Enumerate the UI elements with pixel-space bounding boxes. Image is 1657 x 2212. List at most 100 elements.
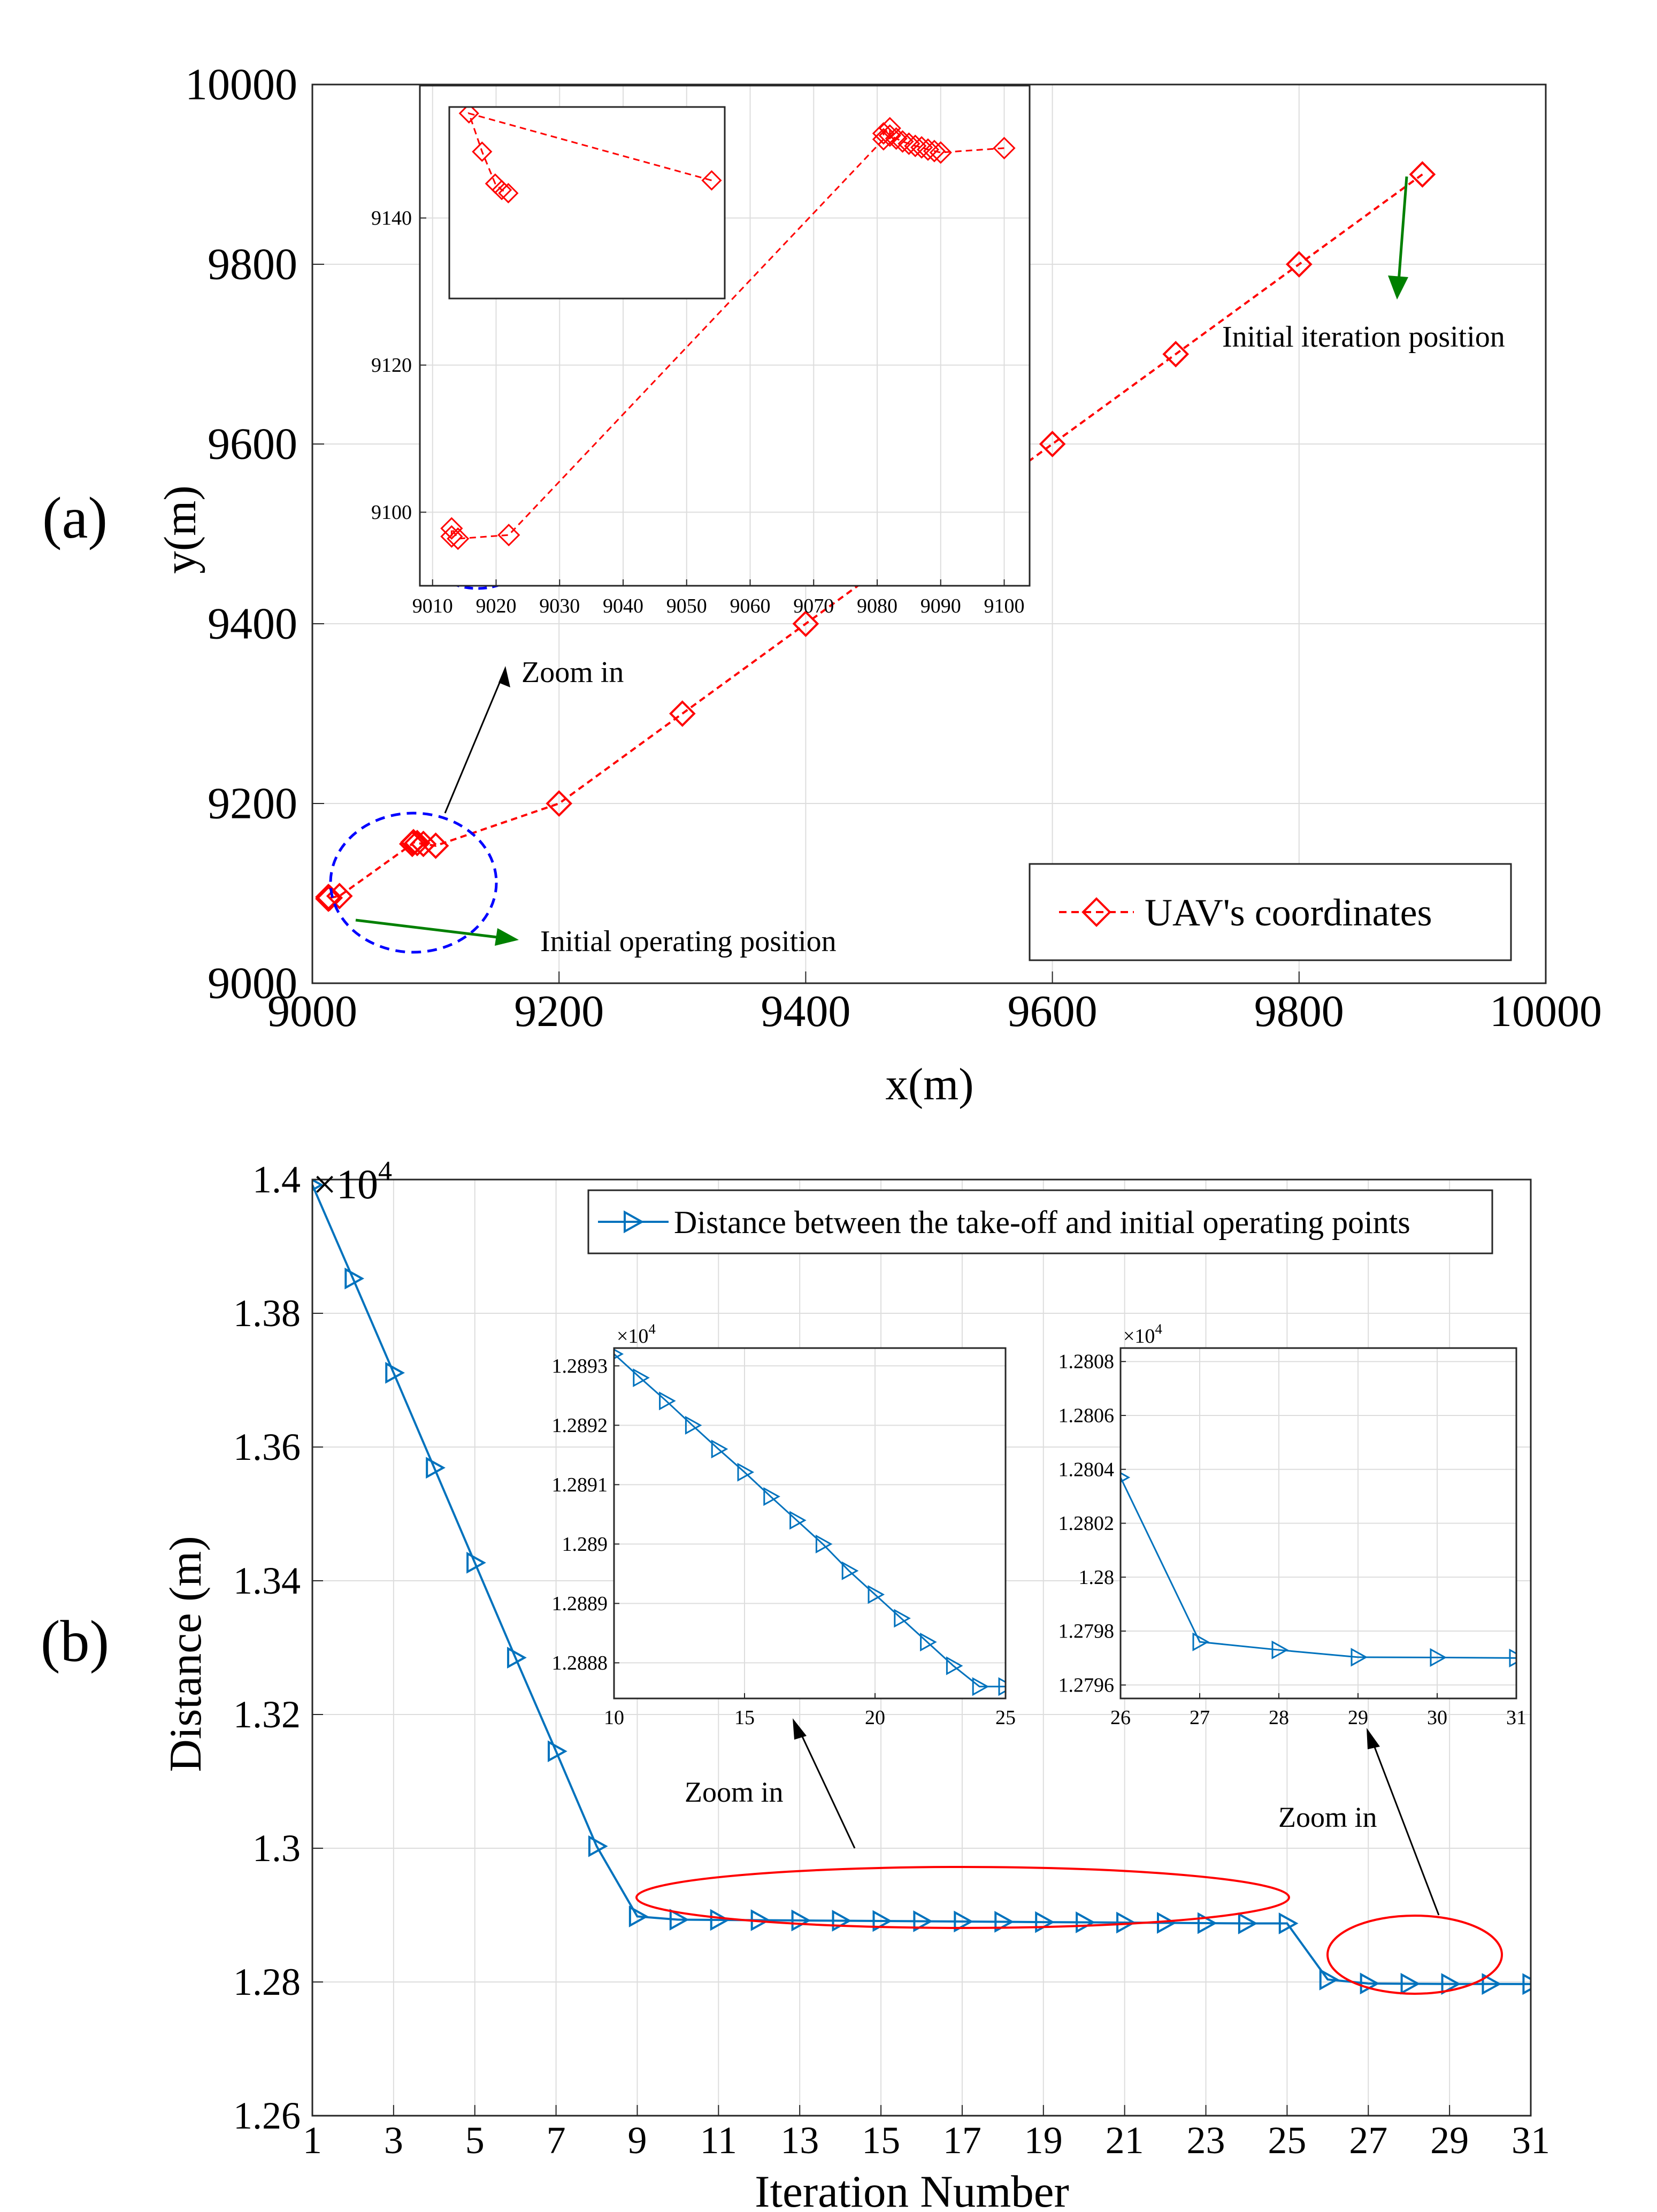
chart-b-main: 1 3 5 7 9 11 13 15 17 19 21 23 25 27 29 311.261.281.31.… (233, 1158, 1550, 2162)
b-main-xtick-label-0: 1 (303, 2119, 322, 2162)
chart-a-inset-small (448, 106, 726, 300)
b-inset-left-xtick-label-2: 20 (865, 1706, 885, 1729)
a-operating-arrowhead (495, 928, 519, 946)
a-inset-outer-point-11 (872, 122, 895, 145)
b-inset-left-xtick-label-0: 10 (604, 1706, 624, 1729)
a-inset-outer-point-13 (497, 524, 520, 547)
a-inset-outer-xtick-label-6: 9070 (793, 595, 834, 617)
a-main-point-12 (398, 830, 426, 858)
a-main-axes-box (311, 83, 1547, 984)
a-main-ytick-label-4: 9800 (208, 240, 297, 289)
b-main-xtick-label-14: 29 (1430, 2119, 1469, 2162)
b-main-point-16 (954, 1910, 974, 1933)
b-inset-left-point-5 (737, 1463, 755, 1482)
a-main-xtick-label-4: 9800 (1254, 986, 1344, 1036)
a-inset-outer-axes-box (419, 85, 1031, 587)
a-inset-outer-xtick-label-2: 9030 (539, 595, 580, 617)
b-inset-left-axes-box (613, 1347, 1007, 1700)
panel-label-a: (a) (42, 485, 108, 550)
b-inset-left-point-3 (685, 1415, 702, 1435)
b-inset-right-xtick-label-3: 29 (1348, 1706, 1368, 1729)
b-main-point-7 (588, 1835, 608, 1857)
b-inset-right-xtick-label-2: 28 (1269, 1706, 1289, 1729)
a-main-point-0 (1409, 161, 1436, 188)
b-inset-left-ytick-label-0: 1.2888 (552, 1652, 608, 1674)
b-main-point-29 (1482, 1973, 1502, 1995)
b-main-ytick-label-3: 1.32 (233, 1693, 301, 1736)
a-inset-outer-xtick-label-7: 9080 (857, 595, 897, 617)
a-inset-outer-point-10 (878, 117, 901, 140)
b-main-point-6 (548, 1740, 567, 1763)
a-iteration-arrowhead (1388, 275, 1408, 300)
a-legend-marker (1081, 897, 1111, 927)
b-main-xtick-label-5: 11 (700, 2119, 737, 2162)
b-inset-right-xtick-label-5: 31 (1506, 1706, 1526, 1729)
a-inset-outer-xtick-label-8: 9090 (920, 595, 961, 617)
a-zoom-label-main: Zoom in (521, 656, 624, 689)
a-inset-outer-point-15 (440, 517, 463, 540)
a-inset-outer-point-7 (891, 130, 914, 153)
b-x-axis-label: Iteration Number (755, 2167, 1069, 2212)
a-main-xtick-label-0: 9000 (267, 986, 357, 1036)
a-main-point-2 (1162, 341, 1190, 368)
b-main-data (312, 1180, 1531, 1995)
b-inset-right-ytick-label-4: 1.2804 (1058, 1458, 1115, 1481)
b-main-axes-box (311, 1178, 1532, 2117)
a-main-point-9 (410, 830, 437, 858)
a-inset-outer-point-14 (447, 527, 470, 550)
a-main-point-1 (1285, 251, 1313, 278)
b-inset-right-y-multiplier: ×104 (1123, 1321, 1162, 1348)
b-inset-left-ytick-label-5: 1.2893 (552, 1355, 608, 1377)
b-main-xtick-label-7: 15 (862, 2119, 900, 2162)
a-main-point-10 (404, 830, 431, 856)
b-legend-box (587, 1189, 1493, 1254)
b-main-point-8 (628, 1905, 649, 1927)
panel-label-b: (b) (41, 1609, 109, 1674)
b-y-axis-label: Distance (m) (160, 1536, 211, 1772)
chart-b-inset-left: 10 15 20 25 1.2888 1.2889 1.289 1.2891 1.2892 1.2… (552, 1321, 1016, 1729)
b-zoom-ellipse-left (635, 1866, 1290, 1929)
b-main-xtick-label-13: 27 (1349, 2119, 1387, 2162)
b-zoom-ellipse-right (1326, 1915, 1503, 1995)
a-inset-outer-point-6 (897, 132, 920, 155)
b-main-point-15 (913, 1910, 933, 1932)
b-main-point-9 (669, 1909, 689, 1931)
b-inset-left-point-14 (972, 1677, 989, 1696)
b-main-xtick-label-15: 31 (1512, 2119, 1550, 2162)
a-main-ytick-label-3: 9600 (208, 419, 297, 469)
b-main-point-27 (1400, 1972, 1421, 1995)
b-main-xtick-label-2: 5 (465, 2119, 485, 2162)
b-main-ytick-label-5: 1.36 (233, 1426, 301, 1468)
a-main-data (315, 161, 1436, 912)
a-inset-outer-data (440, 117, 1016, 550)
b-main-xtick-label-3: 7 (547, 2119, 566, 2162)
b-inset-left-y-multiplier: ×104 (617, 1321, 656, 1348)
a-inset-outer-ytick-label-2: 9140 (371, 207, 412, 229)
b-main-ytick-label-2: 1.3 (252, 1827, 301, 1870)
a-inset-outer-point-0 (993, 136, 1016, 159)
b-inset-left-data (614, 1349, 1006, 1696)
b-inset-right-series-line-0 (1121, 1477, 1516, 1659)
a-inset-outer-point-3 (916, 138, 940, 161)
b-inset-left-point-11 (894, 1609, 911, 1628)
b-inset-right-point-3 (1351, 1648, 1368, 1667)
b-main-ytick-label-0: 1.26 (233, 2094, 301, 2137)
b-main-xtick-label-11: 23 (1187, 2119, 1225, 2162)
a-zoom-ellipse-main (329, 812, 498, 954)
a-inset-outer-ytick-label-0: 9100 (371, 501, 412, 524)
b-inset-left-ytick-label-3: 1.2891 (552, 1474, 608, 1496)
b-zoom-arrowhead-left (793, 1718, 807, 1740)
a-main-point-16 (315, 885, 342, 912)
a-inset-outer-xtick-label-5: 9060 (730, 595, 771, 617)
b-main-point-28 (1441, 1973, 1461, 1995)
b-inset-right-ytick-label-3: 1.2802 (1058, 1512, 1115, 1535)
a-x-axis-label: x(m) (885, 1059, 973, 1109)
a-main-ytick-label-5: 10000 (185, 60, 297, 110)
a-zoom-arrowhead-main (498, 666, 510, 687)
a-zoom-arrow-main (444, 668, 507, 814)
a-inset-outer-ytick-label-1: 9120 (371, 354, 412, 377)
b-main-point-14 (872, 1910, 893, 1932)
b-inset-right-ytick-label-1: 1.2798 (1058, 1620, 1115, 1643)
b-inset-left-point-1 (633, 1368, 650, 1388)
